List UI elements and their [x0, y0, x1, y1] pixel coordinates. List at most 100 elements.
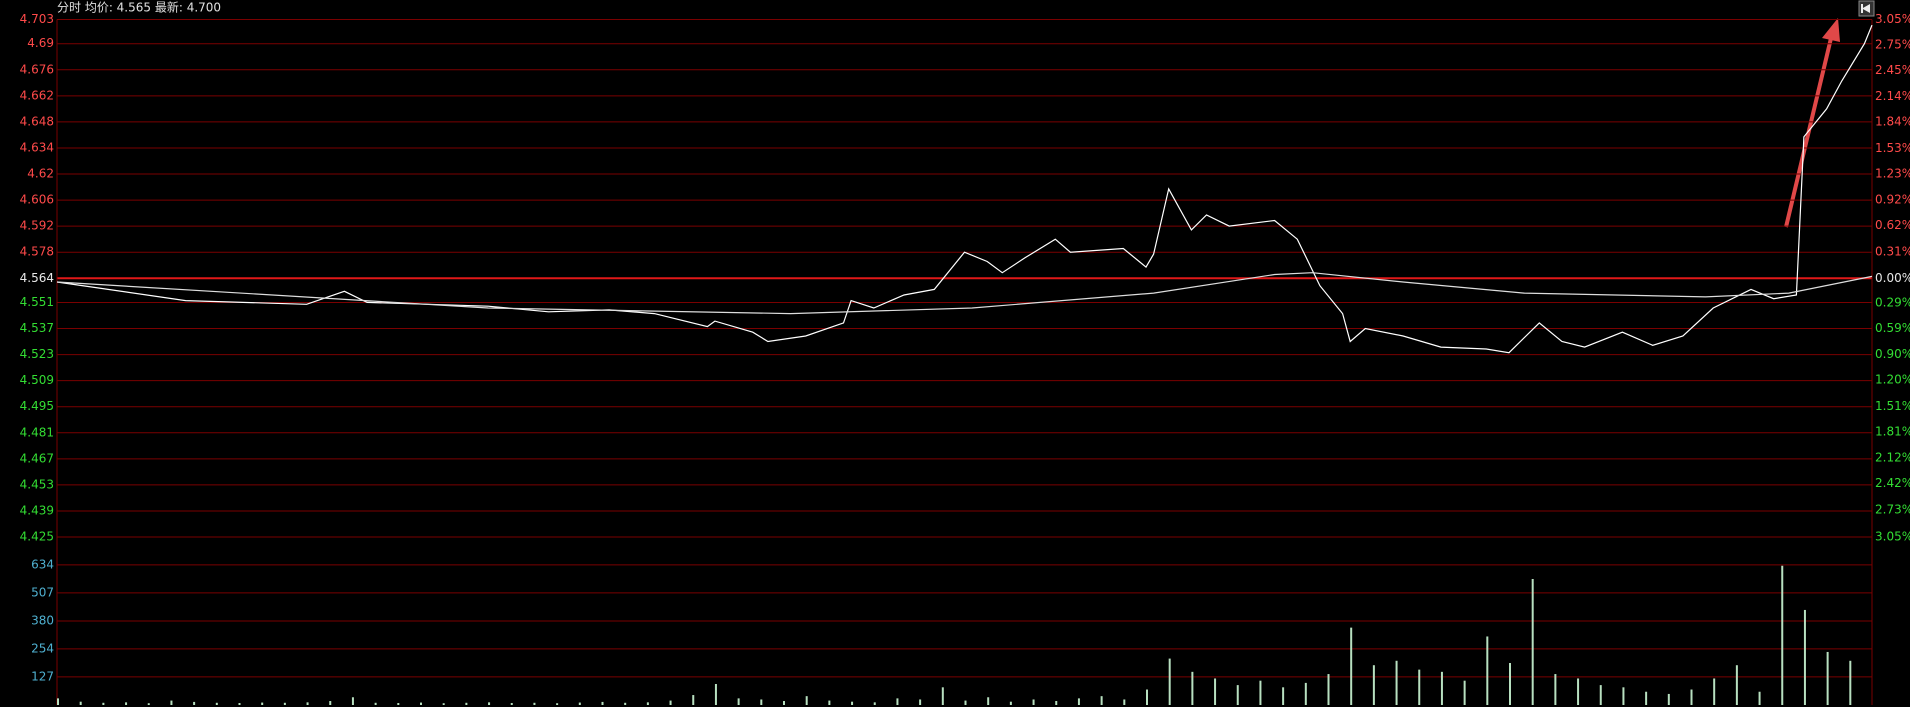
volume-bar [760, 699, 763, 705]
price-line [56, 24, 1873, 354]
y2-tick-label: 0.62% [1875, 218, 1910, 232]
volume-bar [669, 700, 672, 705]
volume-bar [306, 702, 309, 705]
volume-bar [964, 700, 967, 705]
volume-bar [170, 700, 173, 705]
volume-bar [1191, 671, 1194, 705]
y2-tick-label: 0.92% [1875, 193, 1910, 207]
volume-bar [215, 702, 218, 705]
volume-bar [1032, 699, 1035, 705]
volume-bar [1781, 565, 1784, 705]
y-tick-label: 4.551 [20, 295, 54, 309]
y-tick-label: 4.509 [20, 373, 54, 387]
y2-tick-label: 1.51% [1875, 399, 1910, 413]
volume-bar [1168, 658, 1171, 705]
volume-bar [851, 701, 854, 705]
y-tick-label: 4.481 [20, 425, 54, 439]
volume-bar [1440, 671, 1443, 705]
y-tick-label: 4.592 [20, 219, 54, 233]
volume-bar [125, 702, 128, 705]
volume-bar [1849, 660, 1852, 705]
y-tick-label: 4.62 [27, 167, 54, 181]
volume-bar [1509, 663, 1511, 705]
volume-bar [1531, 579, 1534, 705]
y-tick-label: 4.703 [20, 12, 54, 26]
volume-bar [351, 697, 354, 705]
volume-bar [238, 703, 241, 705]
volume-bar [1236, 685, 1239, 705]
volume-bar [1077, 698, 1080, 705]
y2-tick-label: 0.00% [1875, 271, 1910, 285]
volume-bar [465, 702, 468, 705]
y2-tick-label: 2.42% [1875, 476, 1910, 490]
volume-bar [1690, 689, 1693, 705]
volume-bar [919, 699, 922, 705]
y-tick-label: 4.467 [20, 451, 54, 465]
volume-bar [1395, 660, 1398, 705]
volume-bar [692, 695, 695, 705]
volume-bar [1599, 685, 1602, 705]
y-tick-label: 4.634 [20, 140, 54, 154]
y-tick-label: 4.537 [20, 321, 54, 335]
y2-tick-label: 2.45% [1875, 63, 1910, 77]
volume-bar [488, 702, 491, 705]
volume-bar [1577, 678, 1580, 705]
volume-bar [1463, 680, 1466, 705]
y-tick-label: 4.564 [20, 271, 54, 285]
volume-bar [941, 687, 944, 705]
volume-bar [1123, 699, 1126, 705]
volume-bar [147, 703, 150, 705]
y-tick-label: 4.523 [20, 347, 54, 361]
y2-tick-label: 0.90% [1875, 347, 1910, 361]
y-tick-label: 4.495 [20, 399, 54, 413]
volume-bar [420, 702, 422, 705]
y2-tick-label: 2.73% [1875, 502, 1910, 516]
volume-bar [737, 698, 740, 705]
volume-bar [783, 701, 785, 705]
volume-bar [556, 703, 559, 705]
y2-tick-label: 2.75% [1875, 37, 1910, 51]
y2-tick-label: 0.59% [1875, 321, 1910, 335]
y2-tick-label: 0.29% [1875, 295, 1910, 309]
volume-bar [57, 698, 59, 705]
y-tick-label: 4.578 [20, 245, 54, 259]
volume-bar [1418, 669, 1421, 705]
volume-bar [1327, 674, 1330, 705]
volume-bar [283, 702, 286, 705]
y-tick-label: 4.425 [20, 530, 54, 544]
volume-bar [1554, 674, 1557, 705]
volume-bar [1645, 691, 1648, 705]
price-line [56, 272, 1873, 315]
y-tick-label: 4.676 [20, 62, 54, 76]
volume-bar [714, 684, 717, 705]
volume-bar [102, 702, 105, 705]
volume-bar [873, 702, 876, 705]
volume-bar [1735, 665, 1738, 705]
y2-tick-label: 2.12% [1875, 451, 1910, 465]
y-tick-label: 4.648 [20, 114, 54, 128]
volume-bar [1486, 636, 1489, 705]
volume-bar [1259, 680, 1262, 705]
y2-tick-label: 1.20% [1875, 373, 1910, 387]
y-tick-label: 4.606 [20, 193, 54, 207]
y-tick-label: 127 [31, 669, 54, 683]
y2-tick-label: 0.31% [1875, 244, 1910, 258]
volume-bar [987, 697, 990, 705]
y-tick-label: 634 [31, 557, 54, 571]
back-button[interactable] [1858, 0, 1875, 17]
volume-bar [329, 701, 332, 705]
y-tick-label: 254 [31, 641, 54, 655]
volume-bar [1713, 678, 1716, 705]
volume-bar [442, 703, 445, 705]
y-tick-label: 380 [31, 614, 54, 628]
volume-bar [1826, 651, 1829, 705]
y2-tick-label: 1.84% [1875, 115, 1910, 129]
volume-bar [624, 702, 627, 705]
volume-bar [1667, 693, 1670, 705]
y2-tick-label: 3.05% [1875, 530, 1910, 544]
volume-bar [1622, 687, 1625, 705]
volume-bar [397, 703, 400, 705]
y-tick-label: 4.453 [20, 477, 54, 491]
